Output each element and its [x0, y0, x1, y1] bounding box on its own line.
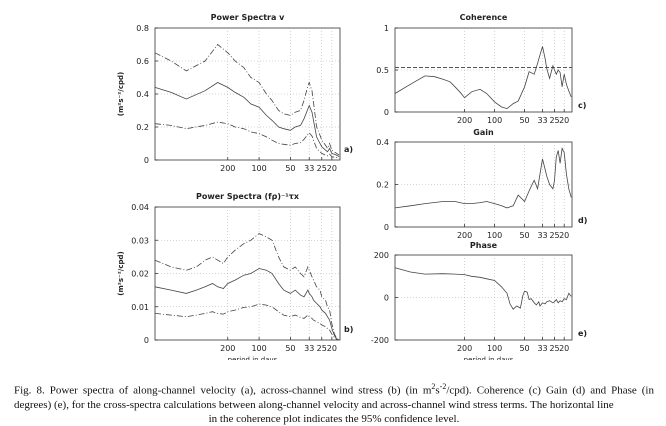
y-tick-label: 0 — [384, 223, 389, 232]
series-line-spectrum — [154, 268, 340, 341]
x-tick-label: 25 — [549, 231, 559, 240]
x-tick-label: 25 — [317, 164, 327, 173]
y-tick-label: 0.2 — [136, 123, 149, 132]
series-line-spectrum — [154, 82, 340, 158]
series-line-upper-95- — [154, 43, 340, 156]
y-tick-label: 0 — [144, 336, 149, 345]
x-tick-label: 200 — [220, 344, 235, 353]
y-tick-label: 0 — [384, 294, 389, 303]
caption-line-2: degrees) (e), for the cross-spectra calc… — [14, 398, 614, 411]
series-line-gain — [394, 147, 572, 209]
panel-a: 0 0.2 0.4 0.6 0.8 200 100 50 33 25 20 Power Spectra… — [117, 13, 353, 173]
y-tick-label: 0.4 — [136, 90, 149, 99]
y-tick-label: 0.2 — [376, 181, 389, 190]
y-tick-label: 0.6 — [136, 57, 149, 66]
x-tick-label: 200 — [220, 164, 235, 173]
y-tick-label: 0 — [384, 108, 389, 117]
x-tick-label: 200 — [457, 116, 472, 125]
panel-label: b) — [344, 325, 353, 334]
x-tick-label: 100 — [487, 344, 502, 353]
x-tick-label: 100 — [251, 344, 266, 353]
y-tick-label: 0.01 — [131, 303, 149, 312]
x-tick-label: 50 — [519, 231, 529, 240]
series-line-phase — [394, 267, 572, 310]
chart-title: Power Spectra v — [211, 13, 286, 22]
y-tick-label: 0.5 — [376, 66, 389, 75]
y-axis-label: (m²s⁻²/cpd) — [117, 72, 125, 116]
caption-text: Fig. 8. Power spectra of along-channel v… — [14, 384, 432, 397]
x-tick-label: 20 — [559, 116, 569, 125]
x-tick-label: 33 — [537, 231, 547, 240]
y-tick-label: 0.04 — [131, 203, 149, 212]
x-tick-label: 20 — [559, 231, 569, 240]
panel-label: c) — [578, 101, 586, 110]
series-line-lower-95- — [154, 121, 340, 159]
x-axis-label: period in days — [464, 356, 514, 360]
x-tick-label: 25 — [317, 344, 327, 353]
y-tick-label: 0 — [144, 156, 149, 165]
x-tick-label: 25 — [549, 344, 559, 353]
caption-superscript: -2 — [439, 382, 447, 391]
caption-superscript: 2 — [431, 382, 436, 391]
x-tick-label: 50 — [285, 344, 295, 353]
panel-d: 0 0.2 0.4 200 100 50 33 25 20 Gain d) — [376, 128, 587, 240]
chart-title: Phase — [470, 241, 498, 250]
caption-text: /cpd). Coherence (c) Gain (d) and Phase … — [446, 384, 654, 397]
x-tick-label: 20 — [327, 164, 337, 173]
x-tick-label: 50 — [519, 116, 529, 125]
figure-caption: Fig. 8. Power spectra of along-channel v… — [14, 380, 654, 426]
x-tick-label: 25 — [549, 116, 559, 125]
panel-c: 0 0.5 1 200 100 50 33 25 20 Coherence c) — [376, 13, 586, 125]
chart-title: Power Spectra (fρ)⁻¹τx — [196, 192, 300, 201]
y-tick-label: 200 — [374, 251, 389, 260]
y-tick-label: 0.4 — [376, 138, 389, 147]
x-tick-label: 200 — [457, 231, 472, 240]
y-tick-label: 1 — [384, 24, 389, 33]
x-tick-label: 100 — [487, 116, 502, 125]
x-tick-label: 100 — [251, 164, 266, 173]
x-tick-label: 100 — [487, 231, 502, 240]
x-tick-label: 33 — [304, 164, 314, 173]
x-tick-label: 200 — [457, 344, 472, 353]
x-tick-label: 50 — [519, 344, 529, 353]
x-tick-label: 20 — [327, 344, 337, 353]
panel-e: -200 0 200 200 100 50 33 25 20 Phase period in day… — [371, 241, 587, 360]
caption-text: s — [435, 384, 440, 397]
caption-line-3: in the coherence plot indicates the 95% … — [208, 412, 460, 425]
panel-label: a) — [344, 145, 353, 154]
panel-label: e) — [578, 329, 587, 338]
x-axis-label: period in days — [228, 356, 278, 360]
y-tick-label: 0.03 — [131, 236, 149, 245]
x-tick-label: 33 — [537, 116, 547, 125]
x-tick-label: 33 — [304, 344, 314, 353]
y-tick-label: 0.02 — [131, 270, 149, 279]
caption-line-1: Fig. 8. Power spectra of along-channel v… — [14, 380, 654, 398]
series-line-coherence — [394, 46, 572, 110]
y-tick-label: -200 — [371, 336, 389, 345]
chart-title: Coherence — [460, 13, 508, 22]
x-tick-label: 33 — [537, 344, 547, 353]
y-tick-label: 0.8 — [136, 24, 149, 33]
chart-title: Gain — [473, 128, 494, 137]
panel-b: 0 0.01 0.02 0.03 0.04 200 100 50 33 25 20 Power Spe… — [117, 192, 353, 360]
x-tick-label: 50 — [285, 164, 295, 173]
y-axis-label: (m²s⁻²/cpd) — [117, 251, 125, 295]
panel-label: d) — [578, 216, 587, 225]
series-line-upper-95- — [154, 233, 340, 341]
x-tick-label: 20 — [559, 344, 569, 353]
